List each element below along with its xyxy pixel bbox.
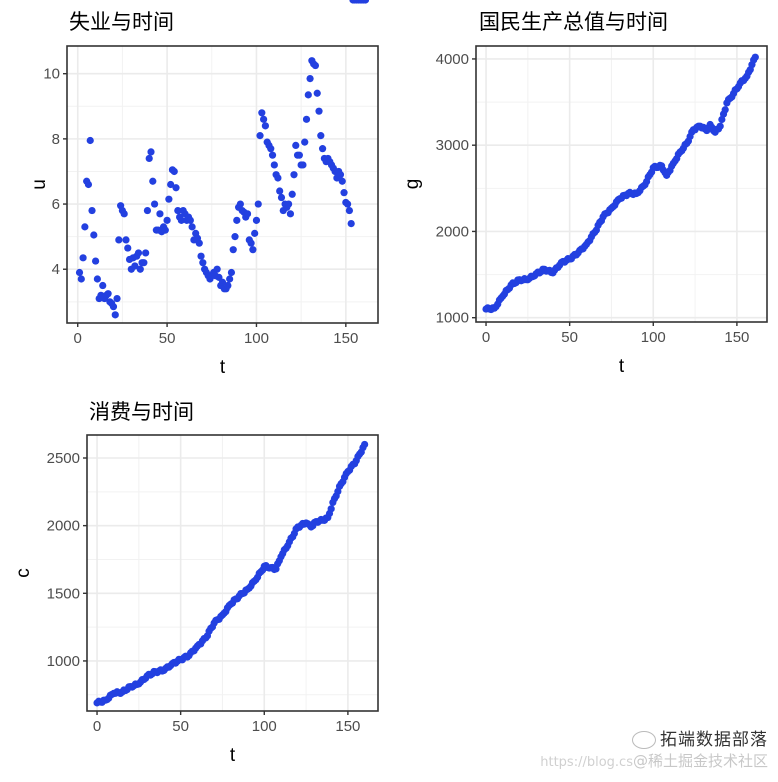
- svg-text:100: 100: [641, 329, 666, 346]
- svg-text:50: 50: [172, 718, 189, 735]
- svg-text:150: 150: [335, 718, 360, 735]
- y-axis-label: g: [402, 179, 423, 190]
- y-axis-label: u: [29, 179, 50, 190]
- data-points: [75, 0, 370, 319]
- svg-text:2500: 2500: [47, 450, 80, 467]
- svg-text:1000: 1000: [47, 653, 80, 670]
- x-axis-label: t: [230, 745, 236, 766]
- wechat-icon: [632, 731, 656, 749]
- chart-title: 消费与时间: [89, 400, 194, 424]
- panel-border: [86, 434, 379, 712]
- svg-text:3000: 3000: [436, 137, 469, 154]
- plot-area: 0 50 100 150 t 1000 1500 2000 2500 c: [13, 434, 379, 766]
- svg-text:0: 0: [482, 329, 490, 346]
- watermark-brand: 拓端数据部落: [540, 725, 768, 750]
- svg-text:100: 100: [252, 718, 277, 735]
- svg-text:0: 0: [74, 330, 82, 347]
- chart-consumption: 消费与时间 0 50 100 150 t 1000 1500 2000 2500 c: [0, 390, 390, 777]
- major-grid: [476, 46, 767, 322]
- minor-grid: [476, 46, 767, 322]
- chart-unemployment: 失业与时间 0 50 100 150 t 4 6 8 10 u: [0, 0, 390, 385]
- panel-border: [66, 45, 379, 324]
- svg-text:10: 10: [43, 66, 60, 83]
- chart-title: 国民生产总值与时间: [479, 10, 668, 34]
- data-points: [482, 53, 759, 314]
- watermark-source: https://blog.cs@稀土掘金技术社区: [540, 752, 768, 770]
- svg-text:150: 150: [724, 329, 749, 346]
- svg-text:4000: 4000: [436, 51, 469, 68]
- svg-text:1000: 1000: [436, 310, 469, 327]
- data-points: [93, 440, 369, 707]
- panel-border: [475, 45, 768, 323]
- y-axis: 4 6 8 10: [43, 66, 67, 278]
- watermark: 拓端数据部落 https://blog.cs@稀土掘金技术社区: [540, 725, 768, 771]
- svg-text:50: 50: [561, 329, 578, 346]
- x-axis-label: t: [619, 356, 625, 377]
- plot-area: 0 50 100 150 t 4 6 8 10 u: [29, 0, 379, 378]
- svg-text:6: 6: [52, 196, 60, 213]
- svg-text:2000: 2000: [47, 518, 80, 535]
- chart-title: 失业与时间: [69, 10, 174, 34]
- x-axis: 0 50 100 150: [74, 323, 358, 347]
- major-grid: [67, 46, 378, 323]
- svg-text:50: 50: [159, 330, 176, 347]
- svg-text:4: 4: [52, 261, 60, 278]
- plot-area: 0 50 100 150 t 1000 2000 3000 4000 g: [402, 45, 768, 377]
- chart-gnp: 国民生产总值与时间 0 50 100 150 t 1000 2000 3000 4000 g: [390, 0, 778, 385]
- x-axis: 0 50 100 150: [482, 322, 749, 346]
- svg-text:100: 100: [244, 330, 269, 347]
- major-grid: [87, 435, 378, 711]
- y-axis: 1000 2000 3000 4000: [436, 51, 476, 327]
- x-axis-label: t: [220, 357, 226, 378]
- svg-text:1500: 1500: [47, 585, 80, 602]
- y-axis-label: c: [13, 568, 34, 578]
- y-axis: 1000 1500 2000 2500: [47, 450, 87, 670]
- svg-text:0: 0: [93, 718, 101, 735]
- x-axis: 0 50 100 150: [93, 711, 360, 735]
- svg-text:8: 8: [52, 131, 60, 148]
- svg-text:2000: 2000: [436, 223, 469, 240]
- minor-grid: [87, 435, 378, 711]
- svg-text:150: 150: [333, 330, 358, 347]
